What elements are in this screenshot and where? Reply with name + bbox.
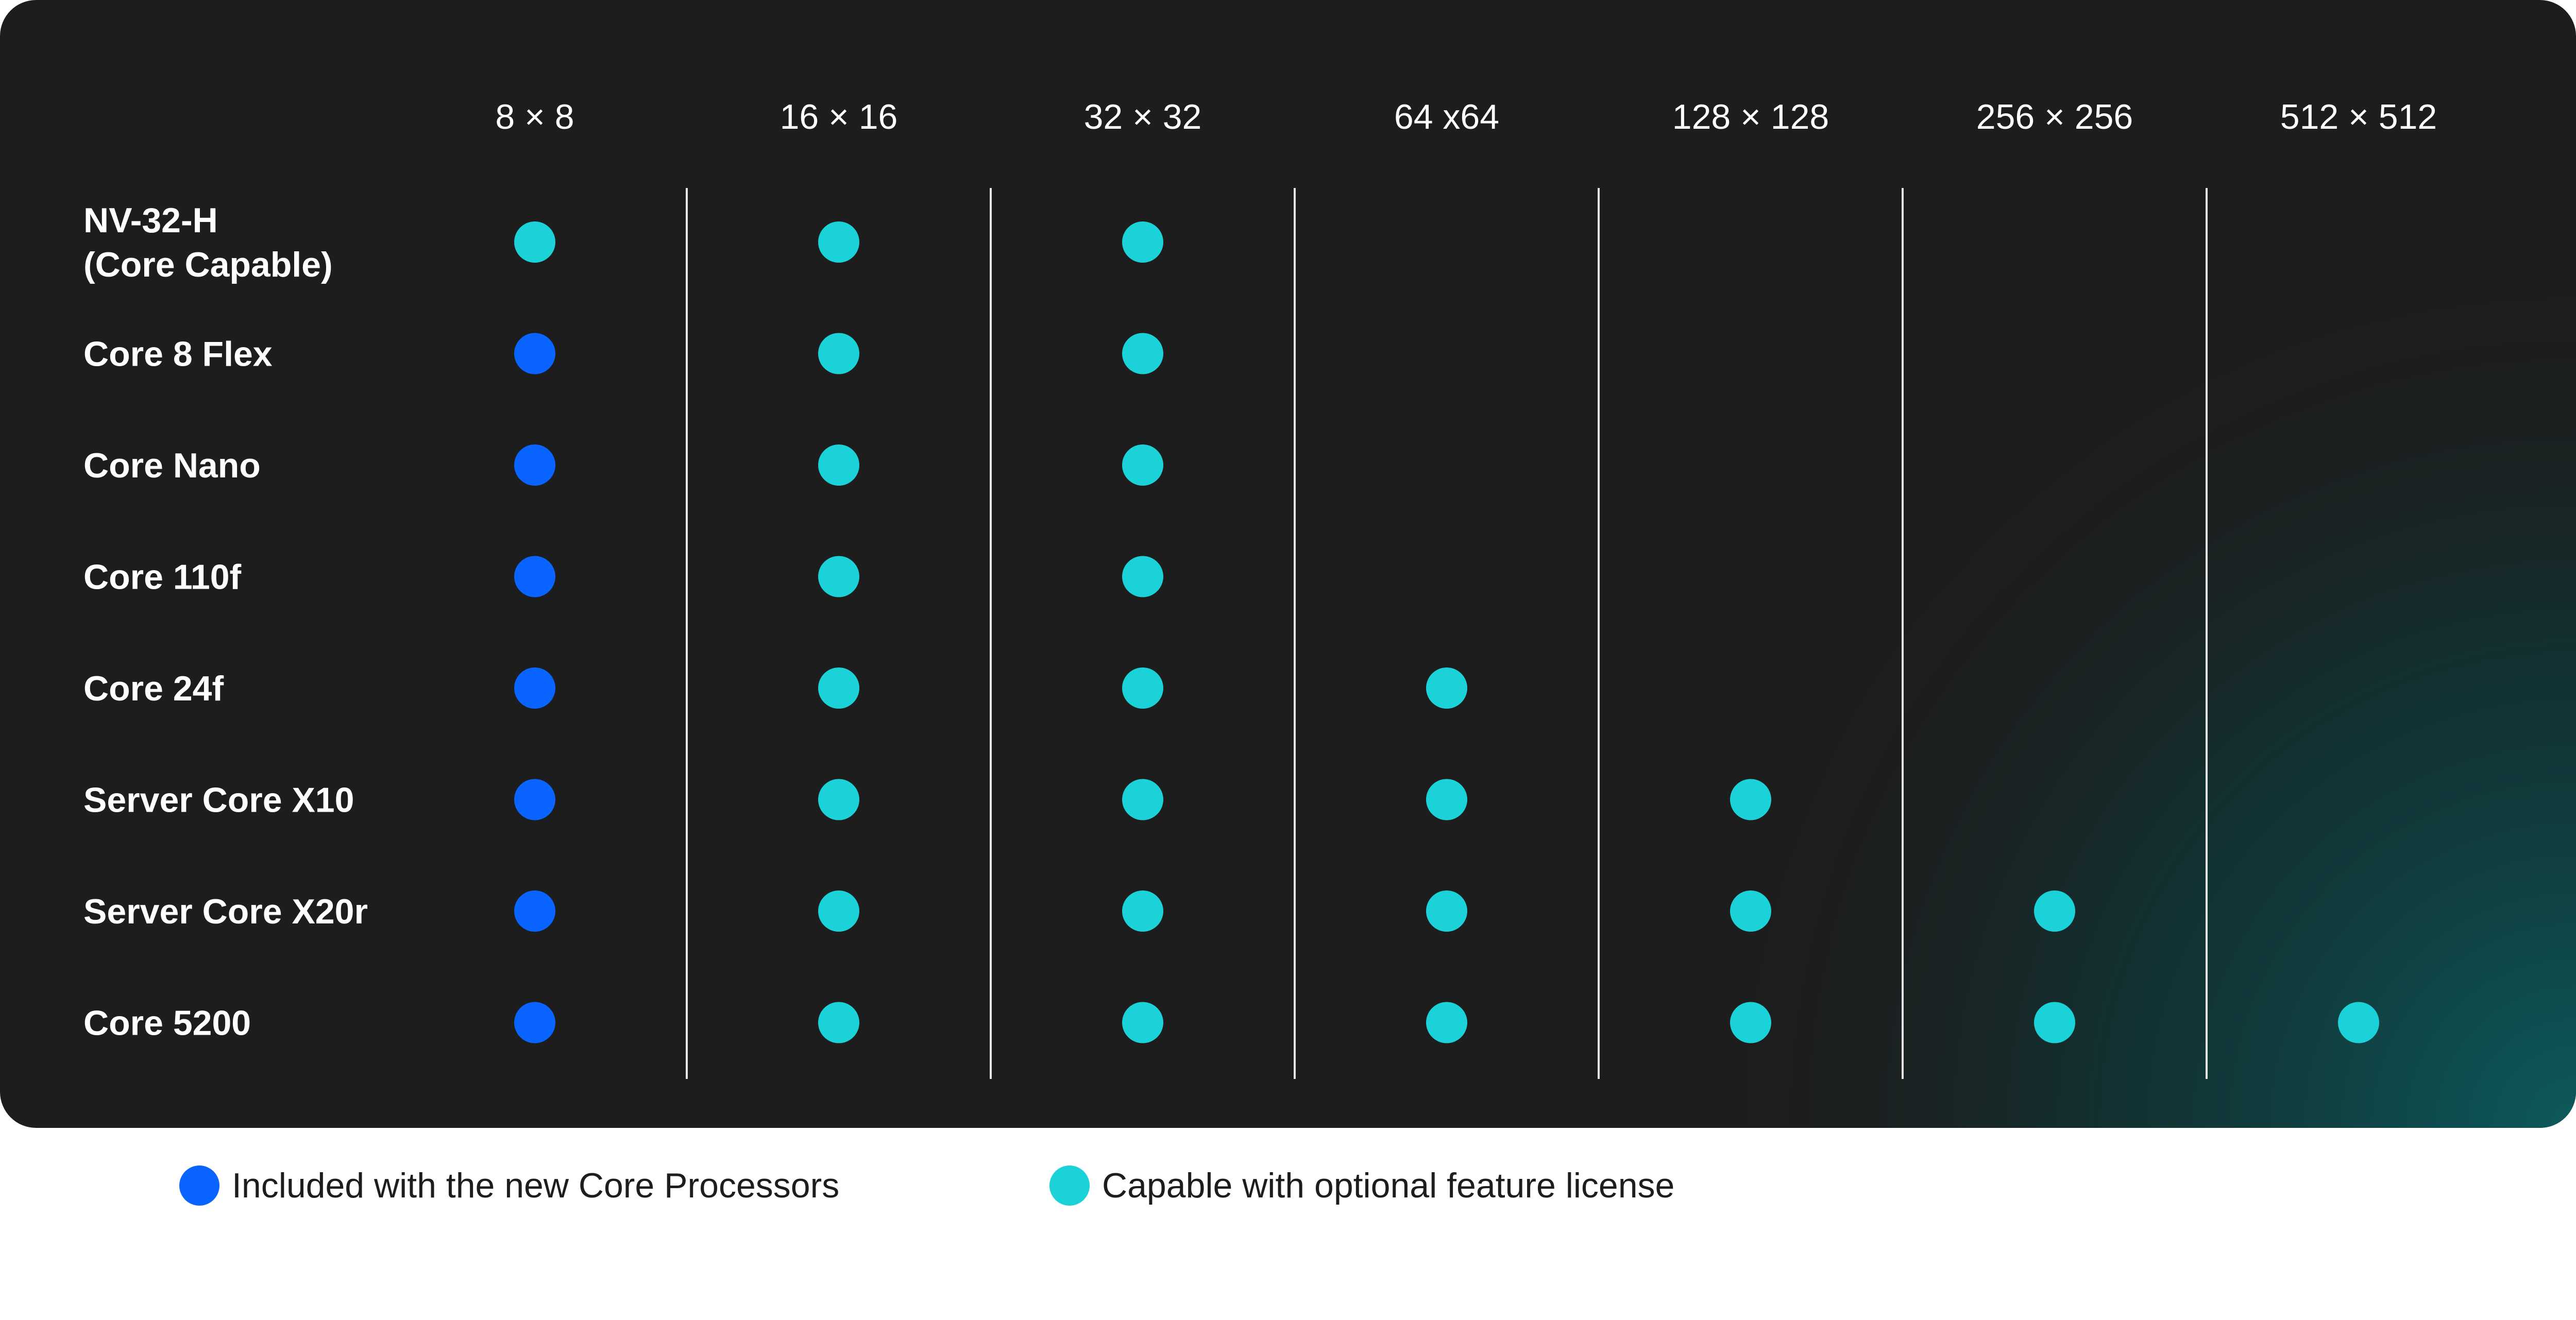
optional-dot <box>1426 779 1467 820</box>
included-dot <box>514 1002 555 1043</box>
compatibility-chart-panel: 8 × 8 16 × 16 32 × 32 64 x64 128 × 128 256 × … <box>0 0 2576 1128</box>
optional-dot <box>1122 779 1163 820</box>
row-label-line: Core Nano <box>83 446 261 485</box>
row-label: Core 5200 <box>83 1004 251 1043</box>
column-header: 256 × 256 <box>1976 97 2133 136</box>
column-header: 16 × 16 <box>780 97 898 136</box>
optional-dot <box>1426 667 1467 709</box>
optional-dot <box>818 1002 859 1043</box>
optional-dot <box>2034 1002 2075 1043</box>
included-dot <box>514 890 555 932</box>
row-label: NV-32-H (Core Capable) <box>83 201 333 284</box>
optional-dot <box>1730 1002 1771 1043</box>
corner-glow <box>0 0 2576 1128</box>
optional-dot <box>514 221 555 263</box>
row-label: Server Core X20r <box>83 892 368 931</box>
optional-dot <box>1730 779 1771 820</box>
included-dot <box>514 444 555 486</box>
optional-dot <box>1122 556 1163 597</box>
optional-dot <box>818 890 859 932</box>
included-dot <box>514 667 555 709</box>
optional-dot <box>818 667 859 709</box>
optional-dot <box>1426 890 1467 932</box>
legend-label-included: Included with the new Core Processors <box>232 1166 840 1205</box>
column-header: 64 x64 <box>1394 97 1499 136</box>
included-dot <box>514 556 555 597</box>
legend-swatch-optional <box>1049 1165 1090 1206</box>
legend-item-included: Included with the new Core Processors <box>179 1165 839 1206</box>
optional-dot <box>2034 890 2075 932</box>
row-label-line: Server Core X10 <box>83 781 354 820</box>
row-label-line: Server Core X20r <box>83 892 368 931</box>
legend-label-optional: Capable with optional feature license <box>1102 1166 1675 1205</box>
row-label-line: Core 24f <box>83 669 224 708</box>
optional-dot <box>1426 1002 1467 1043</box>
optional-dot <box>1122 444 1163 486</box>
column-header: 512 × 512 <box>2280 97 2437 136</box>
optional-dot <box>818 333 859 374</box>
optional-dot <box>1122 333 1163 374</box>
optional-dot <box>1122 890 1163 932</box>
row-label: Core Nano <box>83 446 261 485</box>
optional-dot <box>818 221 859 263</box>
optional-dot <box>1122 1002 1163 1043</box>
optional-dot <box>818 779 859 820</box>
row-label-line: Core 5200 <box>83 1004 251 1043</box>
optional-dot <box>818 444 859 486</box>
row-label: Core 110f <box>83 558 242 597</box>
row-label: Core 8 Flex <box>83 335 273 374</box>
row-label: Core 24f <box>83 669 224 708</box>
optional-dot <box>1730 890 1771 932</box>
column-header: 32 × 32 <box>1084 97 1202 136</box>
legend-swatch-included <box>179 1165 219 1206</box>
column-header: 128 × 128 <box>1672 97 1829 136</box>
optional-dot <box>818 556 859 597</box>
row-label: Server Core X10 <box>83 781 354 820</box>
included-dot <box>514 333 555 374</box>
optional-dot <box>1122 221 1163 263</box>
optional-dot <box>2338 1002 2379 1043</box>
row-label-line: NV-32-H <box>83 201 218 240</box>
included-dot <box>514 779 555 820</box>
legend-item-optional: Capable with optional feature license <box>1049 1165 1674 1206</box>
row-label-line: Core 8 Flex <box>83 335 273 374</box>
optional-dot <box>1122 667 1163 709</box>
column-header: 8 × 8 <box>495 97 574 136</box>
row-label-line: Core 110f <box>83 558 242 597</box>
compatibility-matrix: 8 × 8 16 × 16 32 × 32 64 x64 128 × 128 256 × … <box>0 0 2576 1128</box>
row-label-line: (Core Capable) <box>83 245 333 284</box>
